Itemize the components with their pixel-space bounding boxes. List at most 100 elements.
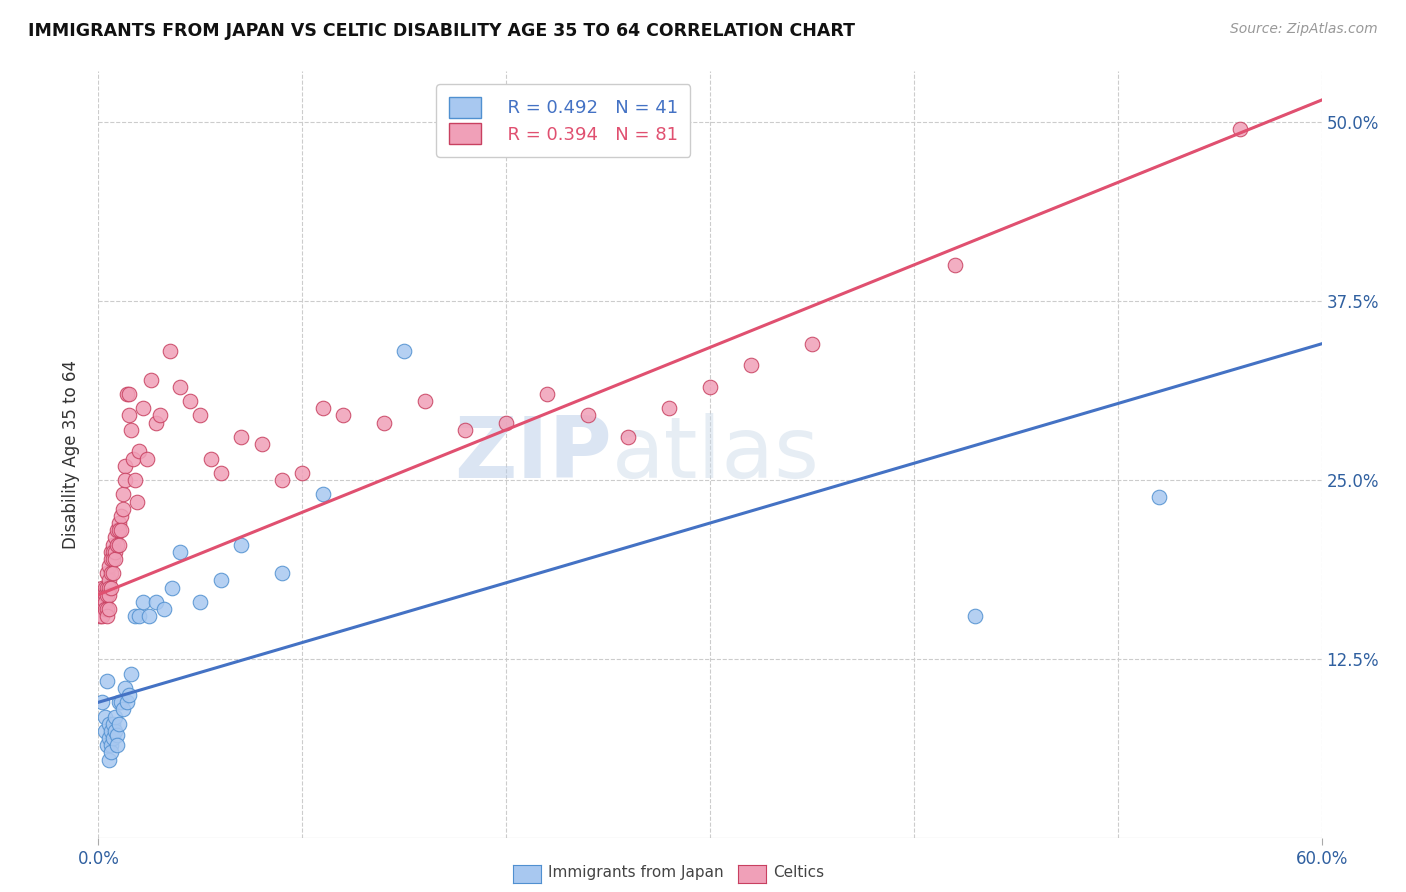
Point [108,695,131,709]
Point [332,409,354,423]
Point [104,709,127,723]
Point [105,537,128,551]
Point [188,409,212,423]
Text: atlas: atlas [612,413,820,497]
Point [100,545,122,559]
Point [97,602,120,616]
Point [169,380,191,394]
Point [97,731,120,745]
Point [89,595,111,609]
Point [658,401,681,416]
Point [111,501,134,516]
Point [91,588,114,602]
Point [312,401,335,416]
Point [93,581,115,595]
Point [100,552,122,566]
Point [91,609,114,624]
Point [136,451,159,466]
Point [132,401,155,416]
Point [108,516,131,530]
Point [100,739,122,753]
Point [124,609,146,624]
Point [101,545,124,559]
Point [128,444,150,458]
Point [91,595,114,609]
Point [96,609,118,624]
Point [111,702,134,716]
Point [101,716,124,731]
Point [104,530,127,544]
Point [101,552,124,566]
Point [89,602,111,616]
Text: Immigrants from Japan: Immigrants from Japan [548,865,724,880]
Point [97,559,120,574]
Point [108,716,131,731]
Point [115,387,138,401]
Point [110,523,132,537]
Point [91,695,114,709]
Point [122,451,145,466]
Point [291,466,314,480]
Point [97,588,120,602]
Point [740,359,762,373]
Point [231,537,253,551]
Point [101,537,124,551]
Point [101,566,124,581]
Point [699,380,721,394]
Point [145,416,167,430]
Point [392,343,416,358]
Point [169,545,191,559]
Point [118,688,141,702]
Point [118,409,141,423]
Point [100,566,122,581]
Point [96,739,118,753]
Point [141,373,163,387]
Point [100,723,122,738]
Point [128,609,150,624]
Point [270,566,294,581]
Point [96,673,118,688]
Point [105,739,128,753]
Point [138,609,160,624]
Legend:   R = 0.492   N = 41,   R = 0.394   N = 81: R = 0.492 N = 41, R = 0.394 N = 81 [436,84,690,157]
Text: Source: ZipAtlas.com: Source: ZipAtlas.com [1230,22,1378,37]
Point [160,581,183,595]
Point [108,523,131,537]
Point [617,430,640,444]
Point [454,423,477,437]
Text: IMMIGRANTS FROM JAPAN VS CELTIC DISABILITY AGE 35 TO 64 CORRELATION CHART: IMMIGRANTS FROM JAPAN VS CELTIC DISABILI… [28,22,855,40]
Point [1229,121,1251,136]
Point [152,602,174,616]
Point [943,258,966,272]
Point [536,387,558,401]
Point [97,574,120,588]
Y-axis label: Disability Age 35 to 64: Disability Age 35 to 64 [62,360,80,549]
Point [93,709,115,723]
Point [115,695,138,709]
Point [96,566,118,581]
Point [413,394,436,409]
Point [120,666,142,681]
Text: ZIP: ZIP [454,413,612,497]
Text: Celtics: Celtics [773,865,824,880]
Point [93,602,115,616]
Point [89,609,111,624]
Point [93,588,115,602]
Point [373,416,395,430]
Point [93,595,115,609]
Point [965,609,987,624]
Point [312,487,335,501]
Point [132,595,155,609]
Point [96,602,118,616]
Point [127,494,149,508]
Point [96,581,118,595]
Point [100,581,122,595]
Point [124,473,146,487]
Point [105,728,128,742]
Point [188,595,212,609]
Point [110,695,132,709]
Point [104,552,127,566]
Point [250,437,273,451]
Point [114,458,136,473]
Point [101,731,124,745]
